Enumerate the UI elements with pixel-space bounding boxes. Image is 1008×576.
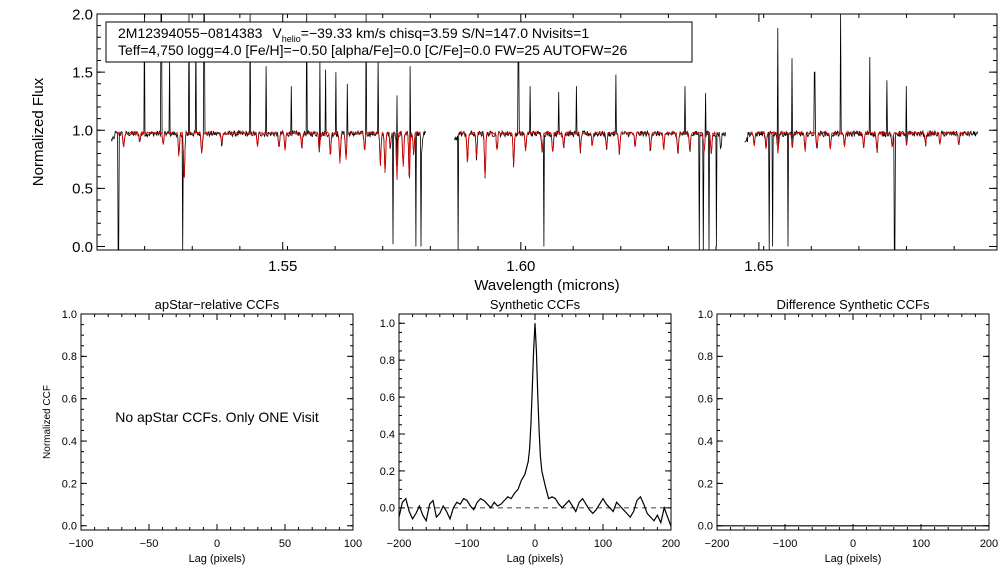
synthetic-xtick-label: 200 [662, 538, 680, 550]
difference-ytick-label: 0.6 [698, 394, 713, 406]
difference-ytick-label: 0.0 [698, 521, 713, 533]
difference-title: Difference Synthetic CCFs [777, 297, 930, 312]
synthetic-xtick-label: 100 [594, 538, 612, 550]
difference-xtick-label: 0 [850, 538, 856, 550]
difference-ytick-label: 0.2 [698, 478, 713, 490]
apstar-xtick-label: 0 [214, 538, 220, 550]
synthetic-title: Synthetic CCFs [490, 297, 581, 312]
vhelio-stats: =−39.33 km/s chisq=3.59 S/N=147.0 Nvisit… [301, 25, 590, 41]
synthetic-ytick-label: 0.0 [380, 503, 395, 515]
info-box [105, 21, 693, 63]
star-id: 2M12394055−0814383 [118, 25, 263, 41]
spectrum-xtick-label: 1.65 [744, 258, 773, 275]
spectrum-xtick-label: 1.55 [268, 258, 297, 275]
spectrum-ylabel: Normalized Flux [30, 77, 47, 186]
apstar-xlabel: Lag (pixels) [189, 553, 246, 565]
apstar-ytick-label: 0.2 [62, 478, 77, 490]
difference-xlabel: Lag (pixels) [825, 553, 882, 565]
synthetic-xlabel: Lag (pixels) [507, 553, 564, 565]
panel-spectrum: 1.55 1.60 1.65 0.0 0.5 1.0 1.5 2.0 Wavelength (m… [30, 6, 998, 294]
synthetic-xtick-label: −100 [455, 538, 480, 550]
apstar-xtick-label: 100 [344, 538, 362, 550]
synthetic-series-ccf [399, 323, 671, 527]
panel-synthetic: −200 −100 0 100 200 0.0 0.2 0.4 0.6 0.8 1.0 Lag (pi… [380, 297, 680, 565]
synthetic-spectrum-chip-1 [116, 130, 421, 181]
vhelio-prefix: V [272, 25, 282, 41]
spectrum-ytick-label: 1.5 [72, 64, 93, 81]
difference-ytick-label: 0.8 [698, 351, 713, 363]
spectrum-ytick-label: 0.5 [72, 181, 93, 198]
spectrum-xlabel: Wavelength (microns) [474, 277, 619, 294]
panel-apstar: −100 −50 0 50 100 0.0 0.2 0.4 0.6 0.8 1.0 Lag (pixe… [42, 297, 362, 565]
panel-difference: −200 −100 0 100 200 0.0 0.2 0.4 0.6 0.8 1.0 Lag (pi… [698, 297, 998, 565]
spectrum-ytick-label: 0.0 [72, 239, 93, 256]
synthetic-ytick-label: 0.8 [380, 355, 395, 367]
spectrum-ytick-label: 1.0 [72, 123, 93, 140]
info-line-2: Teff=4,750 logg=4.0 [Fe/H]=−0.50 [alpha/… [118, 42, 627, 58]
difference-xtick-label: 100 [912, 538, 930, 550]
apstar-ytick-label: 0.8 [62, 351, 77, 363]
difference-frame [716, 313, 990, 531]
apstar-xtick-label: 50 [279, 538, 291, 550]
apstar-ytick-label: 1.0 [62, 309, 77, 321]
synthetic-ytick-label: 0.2 [380, 466, 395, 478]
synthetic-ytick-label: 0.6 [380, 392, 395, 404]
vhelio-subscript: helio [282, 34, 301, 44]
apstar-xtick-label: −50 [140, 538, 159, 550]
synthetic-frame [398, 313, 672, 531]
info-line-1: 2M12394055−0814383 Vhelio=−39.33 km/s chi… [118, 25, 589, 44]
synthetic-spectrum-chip-2 [459, 130, 721, 177]
apstar-ytick-label: 0.6 [62, 394, 77, 406]
apstar-ytick-label: 0.4 [62, 436, 77, 448]
apstar-ytick-label: 0.0 [62, 521, 77, 533]
synthetic-xtick-label: −200 [387, 538, 412, 550]
difference-xtick-label: −200 [705, 538, 730, 550]
apstar-annotation: No apStar CCFs. Only ONE Visit [115, 409, 319, 425]
synthetic-xtick-label: 0 [532, 538, 538, 550]
apstar-ylabel: Normalized CCF [42, 385, 53, 459]
difference-xtick-label: −100 [773, 538, 798, 550]
difference-ytick-label: 1.0 [698, 309, 713, 321]
difference-ytick-label: 0.4 [698, 436, 713, 448]
synthetic-spectrum-chip-3 [750, 130, 973, 154]
spectrum-ytick-label: 2.0 [72, 6, 93, 23]
difference-xtick-label: 200 [980, 538, 998, 550]
spectrum-xtick-label: 1.60 [506, 258, 535, 275]
synthetic-ytick-label: 1.0 [380, 318, 395, 330]
apstar-xtick-label: −100 [69, 538, 94, 550]
synthetic-ytick-label: 0.4 [380, 429, 395, 441]
observed-spectrum-chip-2 [453, 46, 726, 250]
apstar-title: apStar−relative CCFs [155, 297, 280, 312]
spectrum-frame [96, 13, 998, 251]
